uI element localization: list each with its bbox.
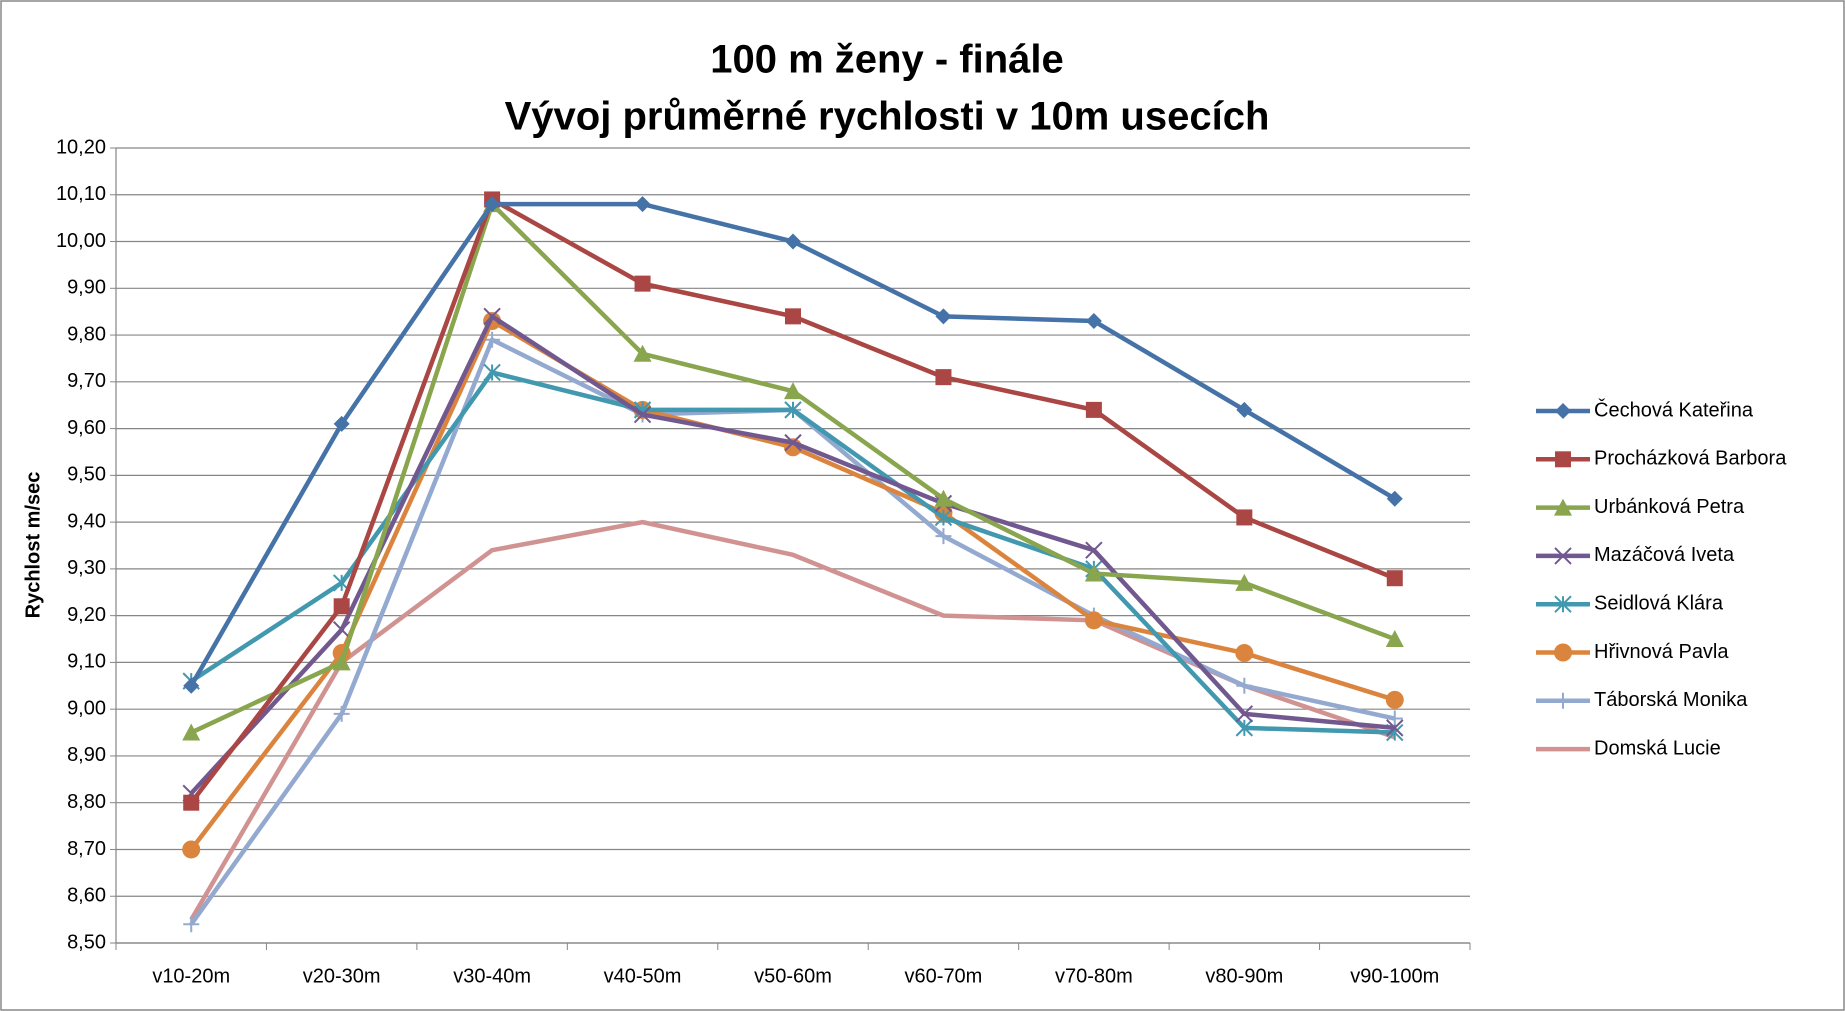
marker bbox=[1236, 401, 1253, 418]
marker bbox=[1084, 611, 1103, 630]
series bbox=[183, 196, 1403, 694]
legend-label: Domská Lucie bbox=[1594, 737, 1721, 759]
marker bbox=[1385, 630, 1404, 648]
marker bbox=[1386, 710, 1403, 727]
y-tick-label: 8,60 bbox=[67, 885, 106, 907]
marker bbox=[935, 308, 952, 325]
marker bbox=[1235, 719, 1254, 737]
marker bbox=[785, 308, 801, 325]
marker bbox=[935, 528, 952, 545]
marker bbox=[1386, 719, 1404, 737]
marker bbox=[1554, 498, 1572, 516]
marker bbox=[1235, 705, 1254, 723]
marker bbox=[1085, 401, 1102, 418]
marker bbox=[785, 233, 801, 250]
y-tick-label: 8,70 bbox=[67, 838, 106, 860]
marker bbox=[484, 331, 501, 348]
y-tick-label: 9,80 bbox=[67, 323, 106, 345]
marker bbox=[483, 363, 501, 382]
marker bbox=[333, 598, 350, 615]
marker bbox=[634, 196, 651, 213]
x-tick-label: v10-20m bbox=[152, 965, 230, 987]
marker bbox=[934, 508, 953, 527]
x-tick-label: v60-70m bbox=[905, 965, 983, 987]
x-tick-label: v80-90m bbox=[1205, 965, 1283, 987]
marker bbox=[1555, 692, 1571, 709]
marker bbox=[1554, 643, 1572, 662]
y-tick-label: 9,40 bbox=[67, 510, 106, 532]
marker bbox=[1386, 570, 1403, 587]
marker bbox=[1385, 690, 1404, 709]
marker bbox=[784, 401, 802, 419]
marker bbox=[784, 433, 802, 452]
x-tick-label: v40-50m bbox=[604, 965, 682, 987]
legend-label: Mazáčová Iveta bbox=[1594, 544, 1735, 566]
marker bbox=[1554, 595, 1572, 613]
marker bbox=[1084, 564, 1103, 582]
x-tick-label: v50-60m bbox=[754, 965, 832, 987]
x-tick-label: v90-100m bbox=[1350, 965, 1439, 987]
y-tick-label: 9,90 bbox=[67, 277, 106, 299]
y-tick-label: 9,30 bbox=[67, 557, 106, 579]
marker bbox=[333, 705, 350, 722]
marker bbox=[1235, 573, 1254, 591]
y-tick-label: 10,00 bbox=[56, 230, 106, 252]
marker bbox=[1386, 490, 1403, 507]
legend-label: Procházková Barbora bbox=[1594, 448, 1787, 470]
x-tick-label: v70-80m bbox=[1055, 965, 1133, 987]
marker bbox=[1236, 677, 1253, 694]
marker bbox=[633, 405, 652, 424]
marker bbox=[934, 489, 953, 507]
y-tick-label: 9,60 bbox=[67, 417, 106, 439]
y-tick-label: 10,20 bbox=[56, 136, 106, 158]
y-tick-label: 8,50 bbox=[67, 931, 106, 953]
marker bbox=[1555, 451, 1571, 468]
marker bbox=[332, 620, 351, 639]
y-tick-label: 9,50 bbox=[67, 464, 106, 486]
marker bbox=[183, 677, 200, 694]
marker bbox=[634, 275, 651, 292]
marker bbox=[183, 916, 200, 933]
series bbox=[182, 307, 1404, 803]
marker bbox=[633, 344, 652, 362]
y-tick-label: 8,90 bbox=[67, 744, 106, 766]
x-tick-label: v30-40m bbox=[453, 965, 531, 987]
legend-label: Hřivnová Pavla bbox=[1594, 641, 1729, 663]
y-tick-label: 9,70 bbox=[67, 370, 106, 392]
marker bbox=[1235, 644, 1254, 663]
marker bbox=[1236, 509, 1253, 526]
y-tick-label: 8,80 bbox=[67, 791, 106, 813]
legend-label: Urbánková Petra bbox=[1594, 496, 1745, 518]
chart-subtitle: Vývoj průměrné rychlosti v 10m usecích bbox=[505, 95, 1270, 139]
legend-label: Táborská Monika bbox=[1594, 689, 1748, 711]
y-tick-label: 9,20 bbox=[67, 604, 106, 626]
y-axis-label: Rychlost m/sec bbox=[22, 472, 44, 619]
marker bbox=[1554, 547, 1572, 565]
marker bbox=[182, 723, 201, 741]
marker bbox=[484, 196, 501, 213]
y-tick-label: 9,10 bbox=[67, 651, 106, 673]
marker bbox=[1085, 541, 1103, 559]
marker bbox=[332, 653, 351, 671]
legend-label: Seidlová Klára bbox=[1594, 592, 1724, 614]
marker bbox=[333, 415, 350, 432]
marker bbox=[1085, 313, 1102, 330]
marker bbox=[183, 794, 200, 811]
marker bbox=[935, 369, 952, 386]
marker bbox=[1555, 403, 1571, 419]
chart-title: 100 m ženy - finále bbox=[710, 38, 1063, 82]
y-tick-label: 9,00 bbox=[67, 697, 106, 719]
x-tick-label: v20-30m bbox=[303, 965, 381, 987]
series bbox=[183, 191, 1403, 811]
legend-label: Čechová Kateřina bbox=[1594, 398, 1754, 421]
marker bbox=[483, 307, 501, 326]
y-tick-label: 10,10 bbox=[56, 183, 106, 205]
marker bbox=[182, 840, 201, 859]
marker bbox=[784, 382, 802, 400]
